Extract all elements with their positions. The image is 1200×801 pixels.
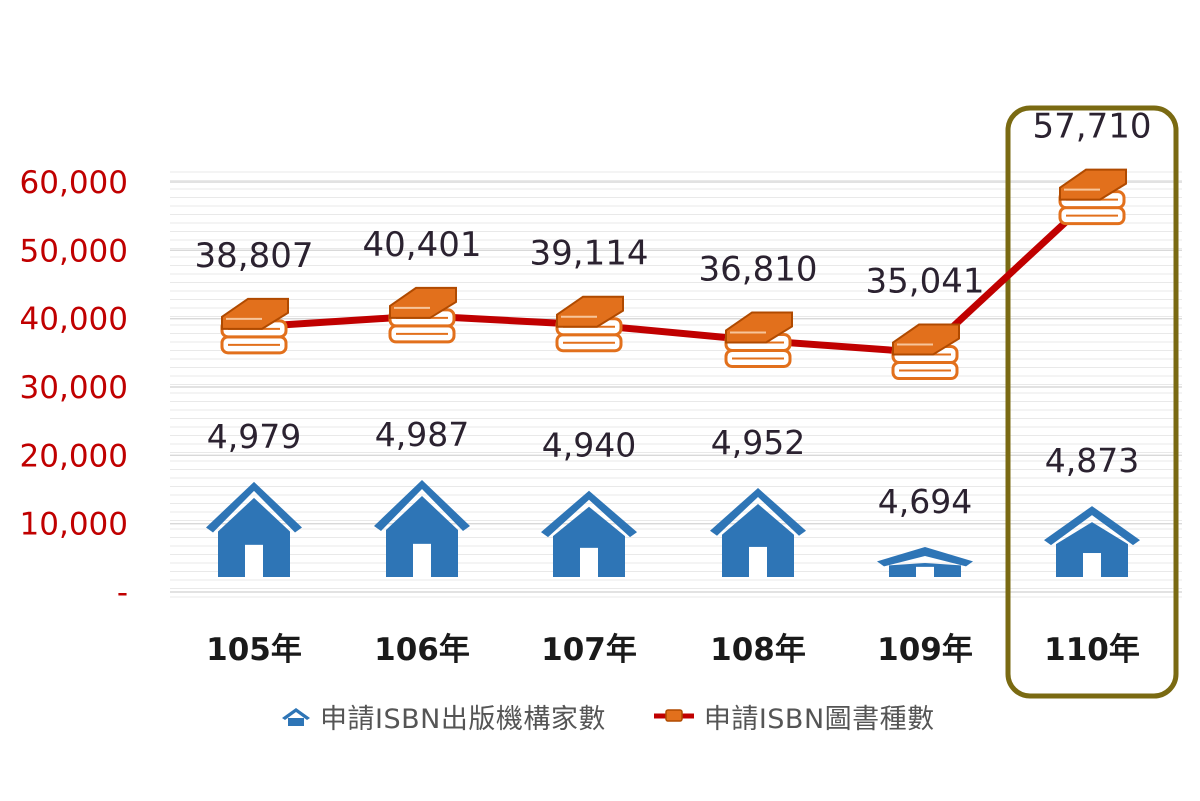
x-tick-label: 106年 <box>374 632 470 668</box>
house-door <box>245 544 263 577</box>
book <box>1058 206 1126 226</box>
book-top <box>389 286 457 319</box>
book <box>388 324 456 344</box>
house-roof <box>206 481 302 533</box>
house-roof <box>541 490 637 538</box>
house-body <box>722 504 794 577</box>
legend-label-books: 申請ISBN圖書種數 <box>703 703 935 735</box>
legend-item-publishers: 申請ISBN出版機構家數 <box>280 697 606 736</box>
books-icon <box>724 311 793 368</box>
books-value-label: 39,114 <box>530 234 649 274</box>
books-icon <box>388 286 457 344</box>
house-icon <box>374 480 470 577</box>
y-tick-label: - <box>117 575 128 611</box>
house-icon <box>1044 506 1140 577</box>
publisher-value-label: 4,979 <box>207 417 301 456</box>
house-door <box>1083 553 1101 577</box>
book-top <box>1059 168 1127 201</box>
book-top <box>556 295 624 328</box>
book-top <box>221 297 289 330</box>
publisher-value-label: 4,694 <box>878 482 972 521</box>
books-icon <box>555 295 624 353</box>
legend-house-icon <box>282 708 310 726</box>
book <box>891 361 959 381</box>
books-value-label: 35,041 <box>866 262 985 302</box>
house-roof <box>877 547 973 567</box>
x-tick-label: 110年 <box>1044 632 1140 668</box>
books-value-label: 38,807 <box>195 236 314 276</box>
publisher-value-label: 4,940 <box>542 426 636 465</box>
x-tick-label: 108年 <box>710 632 806 668</box>
house-roof <box>1044 506 1140 546</box>
house-roof <box>710 488 806 536</box>
chart-legend: 申請ISBN出版機構家數 申請ISBN圖書種數 <box>280 696 1080 736</box>
publisher-value-label: 4,987 <box>375 415 469 454</box>
y-tick-label: 40,000 <box>20 302 128 338</box>
y-tick-label: 60,000 <box>20 165 128 201</box>
series-publishers <box>206 480 1140 577</box>
house-body <box>218 497 290 577</box>
publisher-value-label: 4,873 <box>1045 441 1139 480</box>
books-icon <box>1058 168 1127 226</box>
house-door <box>413 543 431 577</box>
legend-label-publishers: 申請ISBN出版機構家數 <box>320 703 606 735</box>
house-icon <box>206 481 302 577</box>
book <box>555 333 623 353</box>
house-body <box>1056 522 1128 577</box>
books-value-label: 57,710 <box>1033 107 1152 147</box>
legend-books-line-icon <box>653 709 694 722</box>
house-door <box>580 547 598 577</box>
publisher-value-label: 4,952 <box>711 423 805 462</box>
house-door <box>916 566 934 577</box>
x-tick-label: 109年 <box>877 632 973 668</box>
book-top <box>725 311 793 344</box>
legend-item-books: 申請ISBN圖書種數 <box>652 697 935 736</box>
books-value-label: 36,810 <box>699 249 818 289</box>
y-tick-label: 20,000 <box>20 438 128 474</box>
house-icon <box>710 488 806 577</box>
books-value-label: 40,401 <box>363 225 482 265</box>
y-tick-label: 30,000 <box>20 370 128 406</box>
house-icon <box>541 490 637 577</box>
house-icon <box>877 547 973 577</box>
y-tick-label: 50,000 <box>20 233 128 269</box>
books-icon <box>220 297 289 355</box>
highlight-box <box>1005 105 1179 699</box>
house-body <box>386 496 458 577</box>
books-icon <box>891 323 960 381</box>
book-top <box>892 323 960 356</box>
grid-lines <box>170 171 1182 598</box>
book <box>220 335 288 355</box>
house-body <box>553 506 625 577</box>
book <box>724 348 792 368</box>
x-tick-label: 105年 <box>206 632 302 668</box>
x-tick-label: 107年 <box>541 632 637 668</box>
house-roof <box>374 480 470 531</box>
y-tick-label: 10,000 <box>20 507 128 543</box>
house-door <box>749 546 767 577</box>
